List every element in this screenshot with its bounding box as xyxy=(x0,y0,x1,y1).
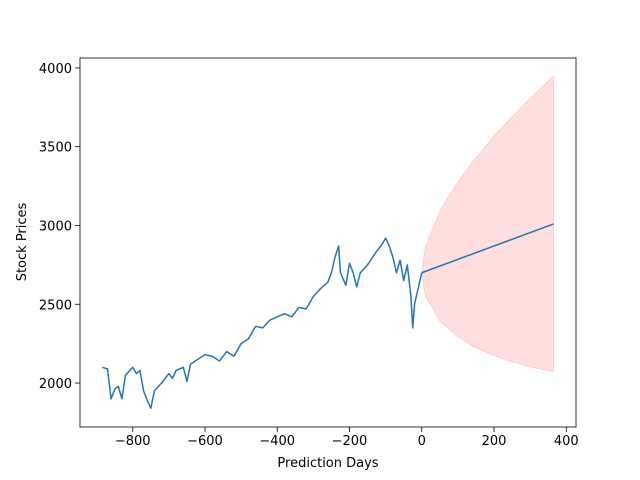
y-tick-label: 2000 xyxy=(39,377,72,392)
y-tick-label: 2500 xyxy=(39,298,72,313)
y-tick-label: 4000 xyxy=(39,62,72,77)
confidence-band xyxy=(421,74,555,373)
y-tick-label: 3000 xyxy=(39,219,72,234)
x-tick-label: −800 xyxy=(115,434,151,449)
x-tick-label: 400 xyxy=(554,434,579,449)
x-tick-label: −400 xyxy=(259,434,295,449)
x-tick-label: −600 xyxy=(187,434,223,449)
x-axis-label: Prediction Days xyxy=(277,456,378,471)
x-tick-label: −200 xyxy=(332,434,368,449)
y-tick-label: 3500 xyxy=(39,141,72,156)
line xyxy=(102,237,423,410)
x-tick-label: 200 xyxy=(482,434,507,449)
line xyxy=(421,223,554,274)
x-tick-label: 0 xyxy=(418,434,426,449)
y-axis-label: Stock Prices xyxy=(15,202,30,281)
plot-frame xyxy=(79,57,577,428)
